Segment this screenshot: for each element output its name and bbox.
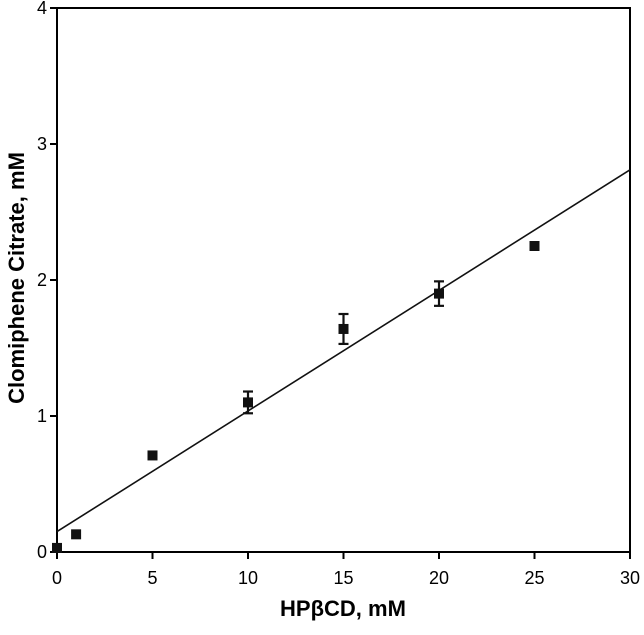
data-point-0-2 [147, 450, 158, 461]
data-point-layer [52, 241, 540, 553]
y-tick-label: 3 [37, 134, 47, 154]
x-tick-label: 10 [238, 568, 258, 588]
x-tick-label: 30 [620, 568, 640, 588]
data-point-0-3 [243, 397, 253, 408]
data-point-0-4 [338, 323, 349, 334]
errorbar-layer [243, 280, 444, 415]
data-point-0-5 [434, 288, 444, 299]
y-tick-label: 2 [37, 270, 47, 290]
data-point-0-6 [529, 241, 540, 251]
x-tick-label: 20 [429, 568, 449, 588]
plot-frame [56, 7, 631, 553]
y-tick-label: 1 [37, 406, 47, 426]
x-tick-label: 5 [147, 568, 157, 588]
x-tick-label: 0 [52, 568, 62, 588]
fit-line-layer [56, 169, 631, 533]
x-tick-label: 25 [524, 568, 544, 588]
x-tick-label: 15 [333, 568, 353, 588]
plot-frame-layer [56, 7, 631, 553]
y-axis-label: Clomiphene Citrate, mM [4, 152, 29, 404]
trend-line [56, 169, 631, 533]
data-point-0-1 [71, 529, 82, 540]
y-tick-label: 0 [37, 542, 47, 562]
x-axis-label: HPβCD, mM [280, 596, 406, 621]
data-point-0-0 [52, 542, 62, 553]
y-tick-label: 4 [37, 0, 47, 18]
tick-layer: 0 5 10 15 20 25 30 0 1 2 3 4 [37, 0, 640, 588]
